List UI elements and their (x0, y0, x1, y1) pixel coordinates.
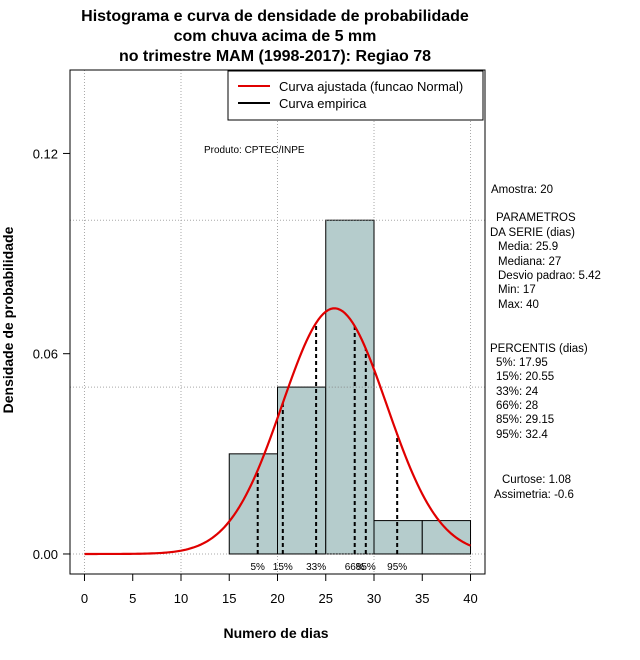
percentile-label: 85% (356, 562, 376, 573)
stats-panel: Amostra: 20 PARAMETROS DA SERIE (dias) M… (490, 184, 601, 501)
x-tick-label: 20 (270, 591, 284, 606)
stat-p66: 66%: 28 (496, 400, 538, 412)
chart-title-line-1: Histograma e curva de densidade de proba… (81, 8, 469, 25)
histogram-bar (277, 386, 327, 555)
params-subtitle: DA SERIE (dias) (490, 227, 575, 239)
x-tick-label: 15 (222, 591, 236, 606)
histogram-bars (228, 219, 472, 555)
histogram-bar (421, 520, 472, 555)
percentile-label: 33% (306, 562, 326, 573)
axes: 0 5 10 15 20 25 30 35 40 0.00 0.06 0.12 (33, 146, 478, 606)
stat-median: Mediana: 27 (498, 256, 561, 268)
stat-kurtosis: Curtose: 1.08 (502, 474, 571, 486)
x-tick-label: 5 (129, 591, 136, 606)
stat-p85: 85%: 29.15 (496, 414, 554, 426)
stat-sd: Desvio padrao: 5.42 (498, 270, 601, 282)
normal-curve (84, 307, 471, 556)
chart-title-line-2: com chuva acima de 5 mm (174, 28, 377, 45)
sample-size: Amostra: 20 (491, 184, 553, 196)
y-tick-label: 0.00 (33, 547, 58, 562)
x-tick-label: 40 (463, 591, 477, 606)
stat-p95: 95%: 32.4 (496, 429, 548, 441)
legend: Curva ajustada (funcao Normal) Curva emp… (227, 70, 484, 121)
product-annotation: Produto: CPTEC/INPE (204, 145, 305, 156)
stat-p5: 5%: 17.95 (496, 357, 548, 369)
histogram-bar (228, 453, 278, 555)
stat-mean: Media: 25.9 (498, 241, 558, 253)
y-tick-label: 0.06 (33, 347, 58, 362)
normal-curve-layer (84, 307, 471, 556)
chart-title-line-3: no trimestre MAM (1998-2017): Regiao 78 (119, 48, 431, 65)
percentiles-title: PERCENTIS (dias) (490, 343, 588, 355)
x-tick-label: 0 (81, 591, 88, 606)
percentile-label: 15% (273, 562, 293, 573)
stat-p15: 15%: 20.55 (496, 371, 554, 383)
stat-min: Min: 17 (498, 284, 536, 296)
legend-box (227, 70, 484, 121)
percentile-label: 5% (250, 562, 265, 573)
x-axis-label: Numero de dias (223, 625, 328, 641)
params-title: PARAMETROS (496, 212, 576, 224)
legend-empirical-label: Curva empirica (279, 96, 367, 111)
stat-skewness: Assimetria: -0.6 (494, 489, 574, 501)
plot-frame (69, 69, 486, 575)
legend-normal-label: Curva ajustada (funcao Normal) (279, 79, 463, 94)
y-axis-label: Densidade de probabilidade (0, 226, 16, 413)
percentile-label: 95% (387, 562, 407, 573)
x-tick-label: 25 (319, 591, 333, 606)
x-tick-label: 30 (367, 591, 381, 606)
x-tick-label: 10 (174, 591, 188, 606)
percentile-label: 66% (345, 562, 365, 573)
x-tick-label: 35 (415, 591, 429, 606)
stat-max: Max: 40 (498, 299, 539, 311)
percentile-lines: 5% 15% 33% 66%85% 95% (250, 322, 407, 573)
y-tick-label: 0.12 (33, 146, 58, 161)
stat-p33: 33%: 24 (496, 386, 539, 398)
